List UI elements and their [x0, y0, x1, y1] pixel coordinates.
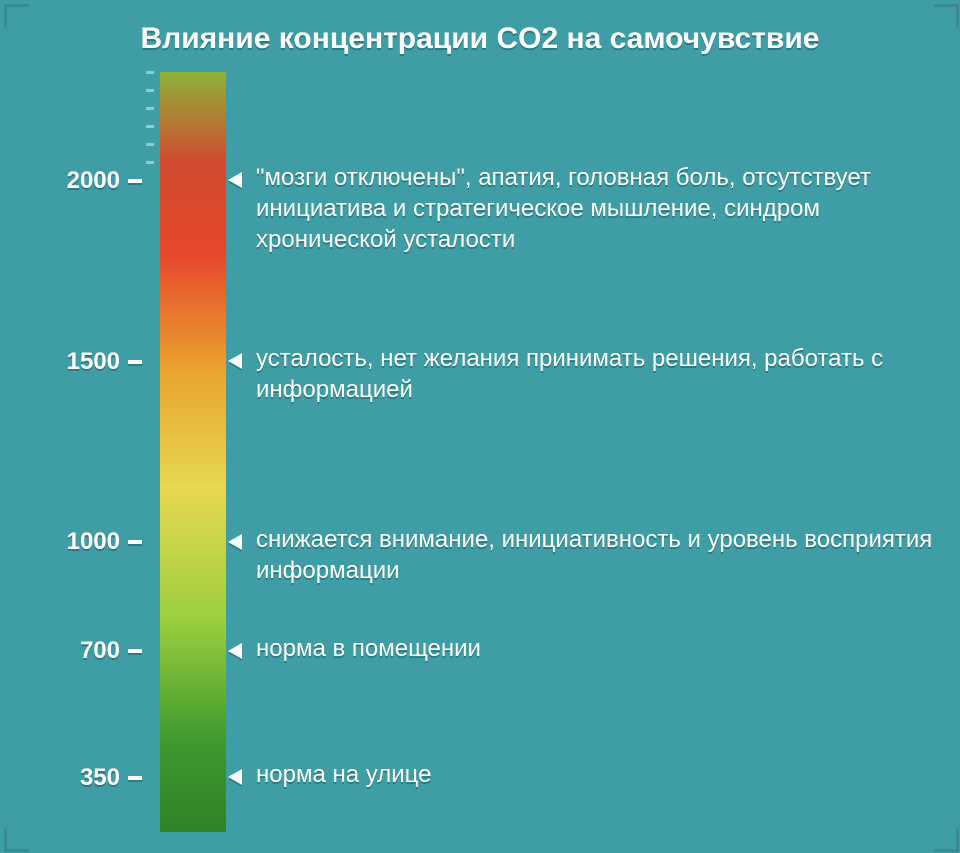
axis-tick: 1500: [0, 348, 142, 376]
axis-tick-label: 1500: [0, 348, 120, 376]
axis-minor-tick: [146, 71, 154, 74]
scale-entry: "мозги отключены", апатия, головная боль…: [228, 163, 944, 255]
corner-mark-top-left: [4, 4, 29, 29]
scale-entry-text: снижается внимание, инициативность и уро…: [256, 525, 944, 586]
axis-tick-label: 700: [0, 637, 120, 665]
corner-mark-bottom-left: [4, 827, 29, 852]
scale-entry: норма на улице: [228, 760, 944, 791]
scale-entry-text: норма на улице: [256, 760, 431, 791]
axis-minor-tick: [146, 107, 154, 110]
corner-mark-top-right: [934, 4, 959, 29]
scale-entry: усталость, нет желания принимать решения…: [228, 344, 944, 405]
axis-tick-dash: [128, 649, 142, 653]
scale-entry: норма в помещении: [228, 634, 944, 665]
corner-mark-bottom-right: [934, 827, 959, 852]
pointer-icon: [228, 534, 242, 550]
pointer-icon: [228, 769, 242, 785]
co2-scale-chart: 2000 1500 1000 700 350 "мозги отключены", ап…: [0, 72, 960, 832]
axis-tick: 350: [0, 764, 142, 792]
axis-tick: 1000: [0, 528, 142, 556]
axis-tick-dash: [128, 540, 142, 544]
pointer-icon: [228, 172, 242, 188]
chart-title: Влияние концентрации CO2 на самочувствие: [0, 22, 960, 56]
axis-minor-tick: [146, 161, 154, 164]
axis-tick-dash: [128, 360, 142, 364]
axis-tick: 700: [0, 637, 142, 665]
axis-tick-dash: [128, 179, 142, 183]
axis-tick-label: 2000: [0, 167, 120, 195]
pointer-icon: [228, 643, 242, 659]
axis-minor-tick: [146, 143, 154, 146]
scale-entry-text: норма в помещении: [256, 634, 481, 665]
axis-tick: 2000: [0, 167, 142, 195]
axis-minor-tick: [146, 89, 154, 92]
scale-entry-text: усталость, нет желания принимать решения…: [256, 344, 944, 405]
axis-minor-tick: [146, 125, 154, 128]
gradient-bar: [160, 72, 226, 832]
axis-tick-label: 350: [0, 764, 120, 792]
pointer-icon: [228, 353, 242, 369]
axis-tick-dash: [128, 776, 142, 780]
scale-entry: снижается внимание, инициативность и уро…: [228, 525, 944, 586]
axis-tick-label: 1000: [0, 528, 120, 556]
scale-entry-text: "мозги отключены", апатия, головная боль…: [256, 163, 944, 255]
